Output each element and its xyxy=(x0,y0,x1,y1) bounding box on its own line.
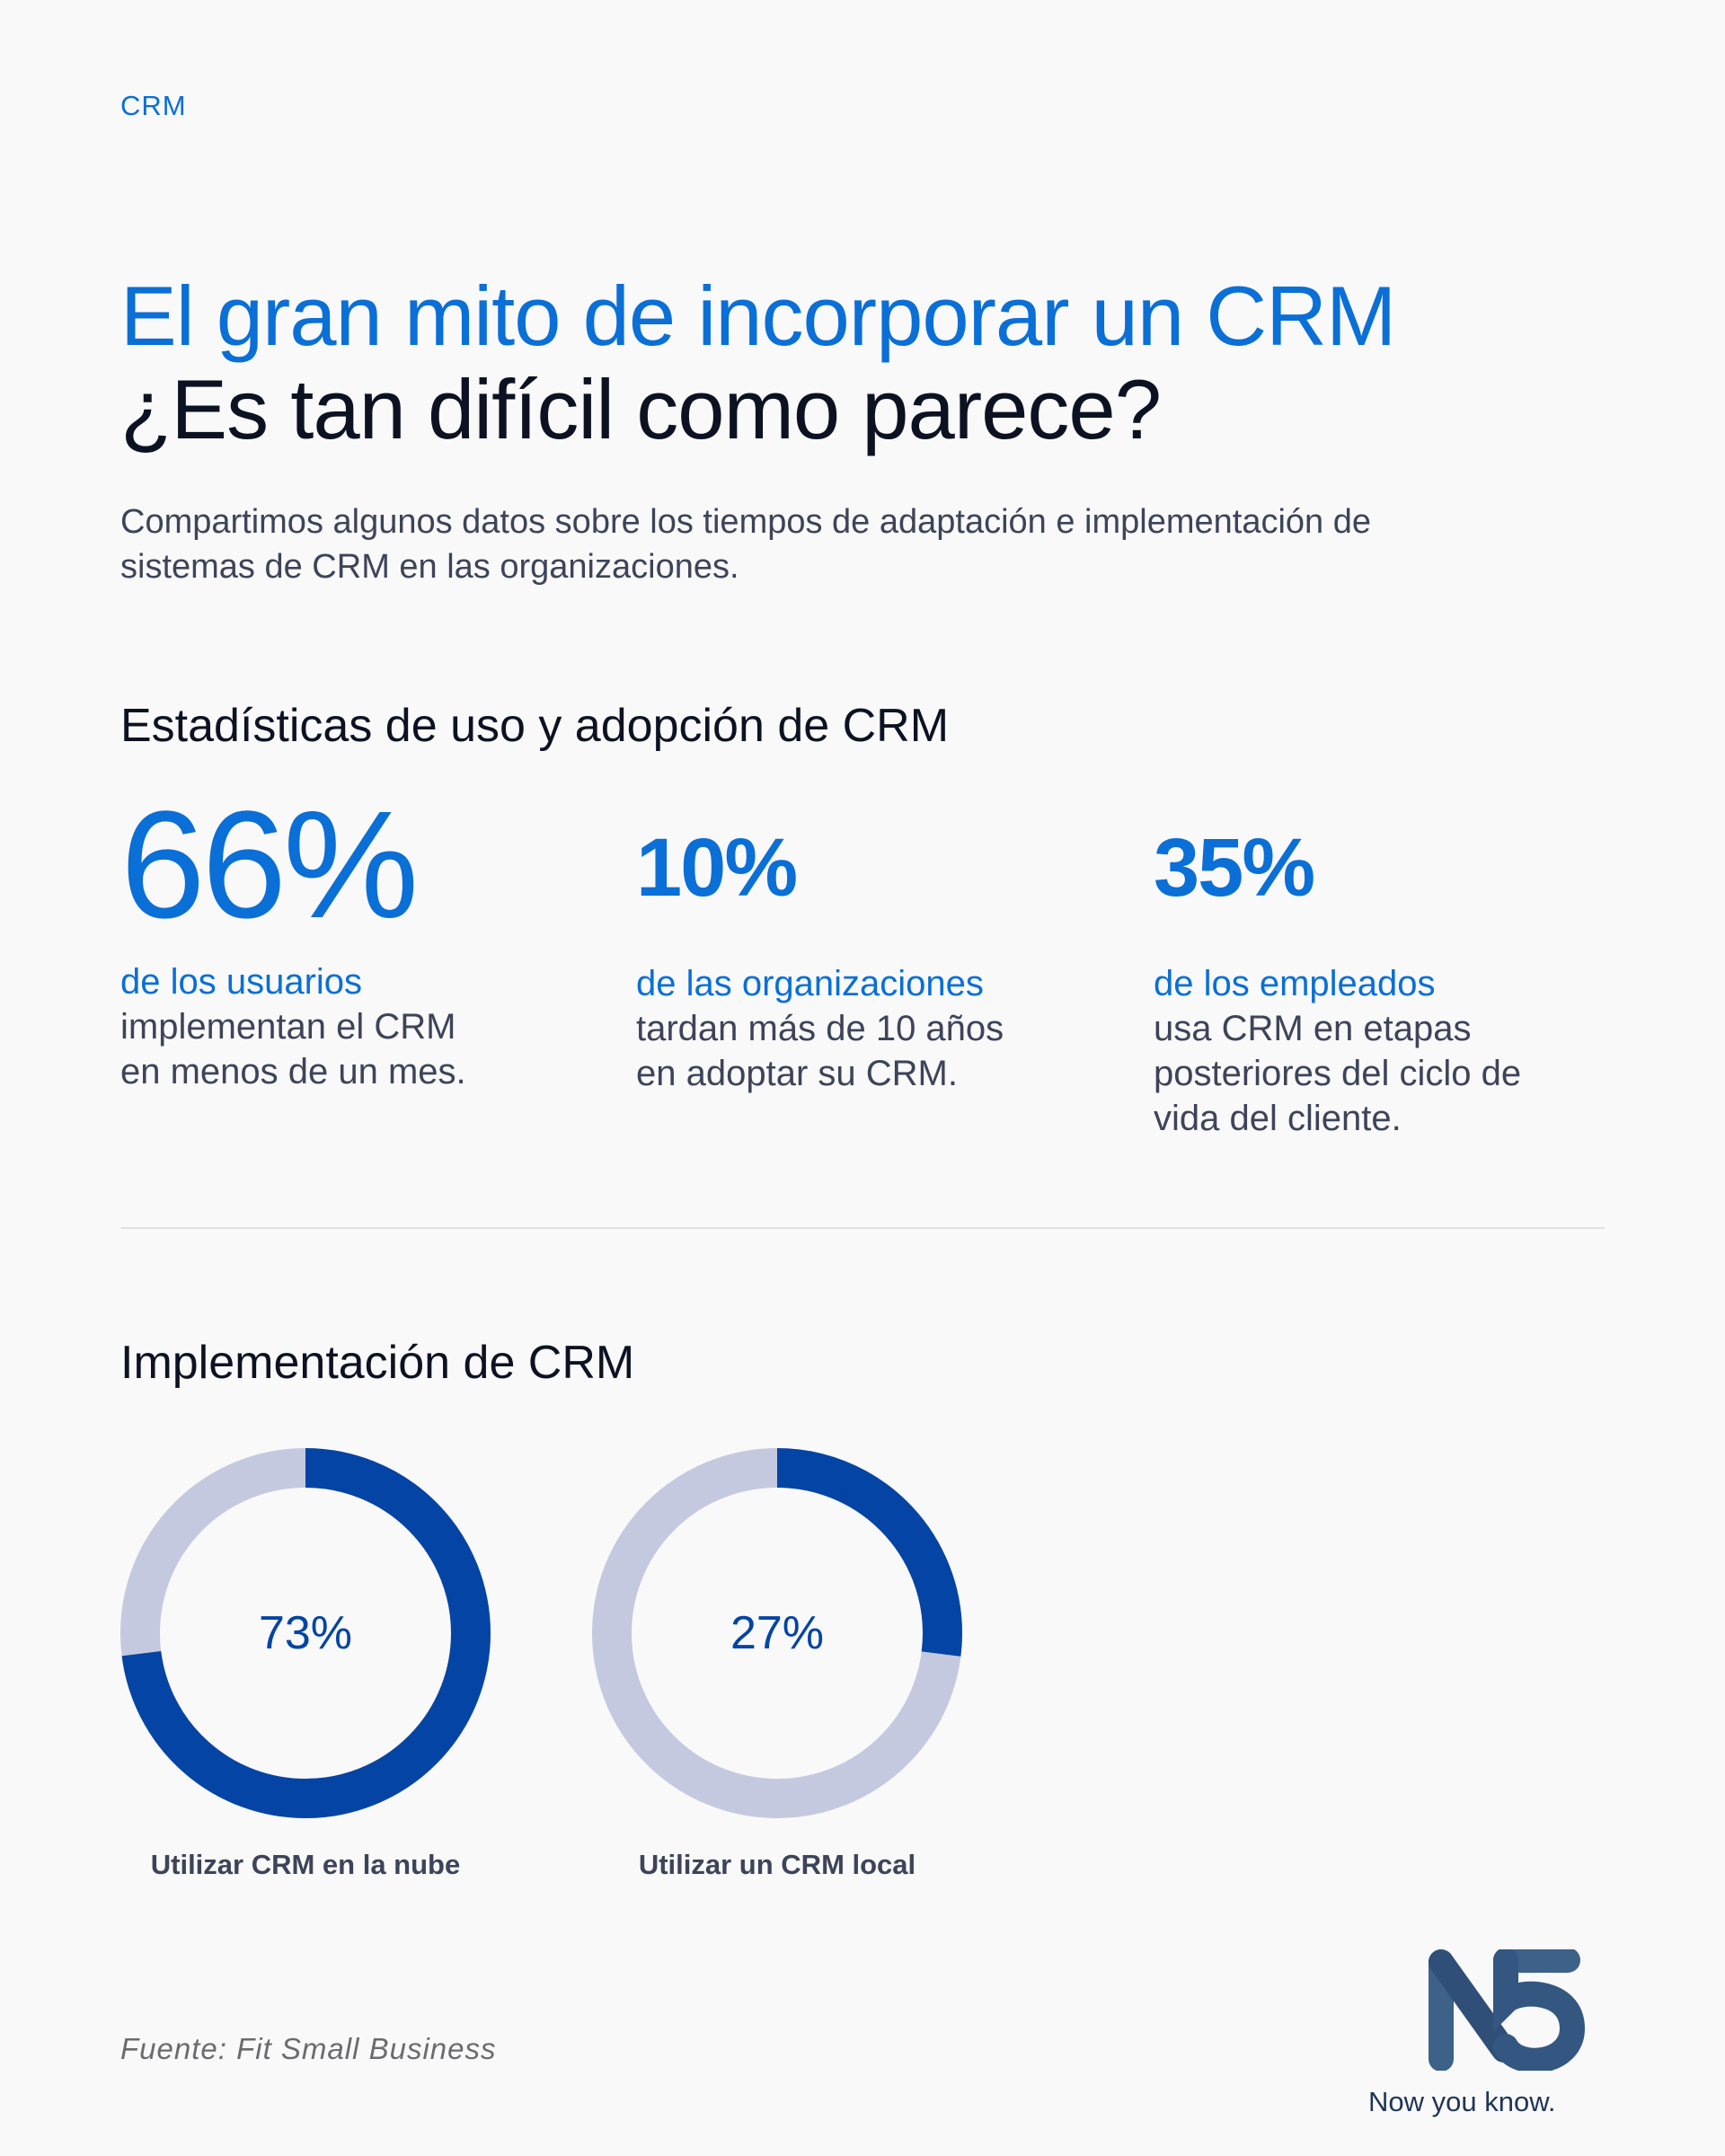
stat-description: implementan el CRM en menos de un mes. xyxy=(120,1007,466,1091)
donut-ring xyxy=(592,1448,962,1818)
stat-value: 66% xyxy=(120,780,419,950)
donut-caption-local: Utilizar un CRM local xyxy=(638,1849,916,1880)
category-tag: CRM xyxy=(120,90,187,121)
donut-chart-local: 27% xyxy=(592,1448,962,1818)
brand-tagline: Now you know. xyxy=(1368,2086,1556,2117)
stat-lead: de los empleados xyxy=(1154,964,1436,1003)
stat-lead: de los usuarios xyxy=(120,962,363,1002)
brand-logo: Now you know. xyxy=(1366,1949,1599,2129)
stat-value: 35% xyxy=(1154,822,1315,914)
donut-caption-cloud: Utilizar CRM en la nube xyxy=(150,1849,461,1880)
stat-description: tardan más de 10 años en adoptar su CRM. xyxy=(636,1009,1004,1093)
stats-section-heading: Estadísticas de uso y adopción de CRM xyxy=(120,700,950,752)
title-line-1: El gran mito de incorporar un CRM xyxy=(120,269,1396,363)
source-citation: Fuente: Fit Small Business xyxy=(120,2032,497,2065)
page-subtitle: Compartimos algunos datos sobre los tiem… xyxy=(120,503,1372,586)
donut-ring xyxy=(120,1448,491,1818)
page-title: El gran mito de incorporar un CRM ¿Es ta… xyxy=(120,269,1396,456)
stat-card-organizations: 10% de las organizaciones tardan más de … xyxy=(636,791,1004,1096)
stat-card-users: 66% de los usuarios implementan el CRM e… xyxy=(120,780,466,1094)
section-divider xyxy=(120,1227,1605,1229)
implementation-section-heading: Implementación de CRM xyxy=(120,1337,635,1389)
stat-card-employees: 35% de los empleados usa CRM en etapas p… xyxy=(1154,791,1521,1141)
donut-center-value: 73% xyxy=(258,1607,353,1659)
donut-chart-cloud: 73% xyxy=(120,1448,491,1818)
stat-value: 10% xyxy=(636,822,798,914)
title-line-2: ¿Es tan difícil como parece? xyxy=(120,362,1162,456)
donut-center-value: 27% xyxy=(730,1607,825,1659)
n5-logo-icon xyxy=(1429,1949,1586,2071)
stat-description: usa CRM en etapas posteriores del ciclo … xyxy=(1154,1009,1522,1138)
stat-lead: de las organizaciones xyxy=(636,964,984,1003)
